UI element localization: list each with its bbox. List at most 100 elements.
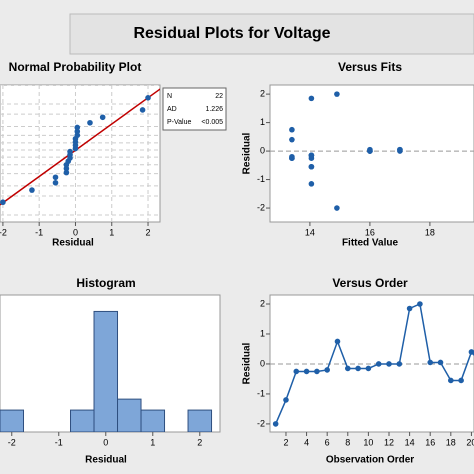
point bbox=[314, 368, 320, 375]
panel: Versus Fits 14 16 18 -2 -1 0 1 2 Fitted Value Resi… bbox=[242, 60, 474, 249]
title-bar bbox=[69, 13, 474, 55]
y-tick-label: -1 bbox=[257, 174, 265, 184]
marks bbox=[0, 85, 160, 222]
series-line bbox=[274, 302, 474, 425]
x-tick-label: -1 bbox=[55, 437, 63, 447]
point bbox=[367, 148, 373, 154]
marks bbox=[270, 91, 474, 211]
panel-title: Normal Probability Plot bbox=[9, 60, 142, 74]
point bbox=[324, 367, 330, 373]
x-tick-label: 6 bbox=[325, 437, 330, 447]
x-tick-label: -2 bbox=[8, 437, 16, 447]
point bbox=[52, 179, 59, 186]
point bbox=[67, 148, 73, 155]
x-tick-label: 14 bbox=[305, 227, 315, 237]
panel-title: Versus Fits bbox=[338, 60, 402, 74]
x-axis-label: Residual bbox=[52, 238, 94, 249]
point bbox=[406, 305, 413, 312]
point bbox=[375, 361, 382, 367]
point bbox=[386, 361, 392, 367]
point bbox=[448, 377, 454, 384]
point bbox=[272, 421, 279, 427]
x-tick-label: 18 bbox=[425, 227, 435, 237]
marks bbox=[270, 301, 474, 427]
y-tick-label: -2 bbox=[257, 418, 265, 428]
y-tick-label: 2 bbox=[260, 298, 265, 308]
point bbox=[145, 95, 151, 101]
x-axis-label: Residual bbox=[85, 455, 127, 466]
point bbox=[308, 152, 315, 159]
point bbox=[334, 338, 341, 345]
point bbox=[396, 361, 403, 367]
y-tick-label: 1 bbox=[260, 328, 265, 338]
bar bbox=[140, 409, 166, 432]
plot-area bbox=[0, 84, 161, 223]
y-tick-label: 1 bbox=[260, 117, 265, 127]
point bbox=[427, 359, 434, 366]
point bbox=[417, 301, 423, 307]
point bbox=[289, 126, 295, 133]
x-tick-label: 18 bbox=[446, 437, 456, 447]
stats-value: 22 bbox=[215, 93, 223, 100]
fit-line bbox=[0, 88, 160, 206]
x-tick-label: 10 bbox=[363, 437, 373, 447]
point bbox=[344, 365, 351, 372]
x-tick-label: 0 bbox=[73, 227, 78, 237]
point bbox=[365, 365, 372, 372]
bar bbox=[0, 409, 25, 432]
stats-label: N bbox=[167, 93, 172, 100]
bar bbox=[117, 398, 142, 432]
panel-title: Versus Order bbox=[332, 276, 408, 290]
x-tick-label: 16 bbox=[365, 227, 375, 237]
x-tick-label: -1 bbox=[35, 227, 43, 237]
x-tick-label: 4 bbox=[304, 437, 309, 447]
x-tick-label: 1 bbox=[109, 227, 114, 237]
x-tick-label: 20 bbox=[466, 437, 474, 447]
point bbox=[308, 163, 315, 170]
point bbox=[63, 169, 70, 176]
point bbox=[0, 199, 6, 206]
panel-title: Histogram bbox=[76, 276, 135, 290]
point bbox=[289, 153, 295, 160]
x-tick-label: 12 bbox=[384, 437, 394, 447]
x-tick-label: 2 bbox=[197, 437, 202, 447]
plot-area bbox=[269, 84, 474, 223]
stats-label: AD bbox=[167, 106, 177, 113]
point bbox=[303, 368, 310, 375]
point bbox=[308, 95, 315, 102]
y-axis-label: Residual bbox=[242, 342, 253, 384]
stats-label: P-Value bbox=[167, 119, 191, 126]
stats-box bbox=[162, 87, 227, 131]
x-axis-label: Observation Order bbox=[326, 455, 414, 466]
point bbox=[139, 107, 146, 113]
point bbox=[468, 349, 474, 355]
x-tick-label: 16 bbox=[425, 437, 435, 447]
point bbox=[308, 181, 315, 187]
x-tick-label: 2 bbox=[283, 437, 288, 447]
x-axis-label: Fitted Value bbox=[342, 238, 399, 249]
point bbox=[289, 136, 295, 143]
y-tick-label: -1 bbox=[257, 388, 265, 398]
marks bbox=[0, 310, 213, 432]
point bbox=[397, 146, 403, 153]
bar bbox=[187, 409, 213, 432]
point bbox=[87, 119, 93, 126]
point bbox=[99, 114, 106, 121]
point bbox=[334, 91, 340, 97]
stats-value: 1.226 bbox=[205, 106, 223, 113]
point bbox=[74, 124, 81, 131]
point bbox=[334, 205, 340, 211]
point bbox=[293, 368, 300, 375]
point bbox=[29, 187, 35, 193]
y-tick-label: 0 bbox=[260, 358, 265, 368]
figure-title: Residual Plots for Voltage bbox=[133, 25, 330, 42]
point bbox=[458, 377, 464, 384]
point bbox=[355, 365, 361, 372]
bar bbox=[70, 409, 95, 432]
y-tick-label: -2 bbox=[257, 202, 265, 212]
y-axis-label: Residual bbox=[242, 132, 253, 174]
x-tick-label: 1 bbox=[150, 437, 155, 447]
point bbox=[437, 359, 444, 366]
